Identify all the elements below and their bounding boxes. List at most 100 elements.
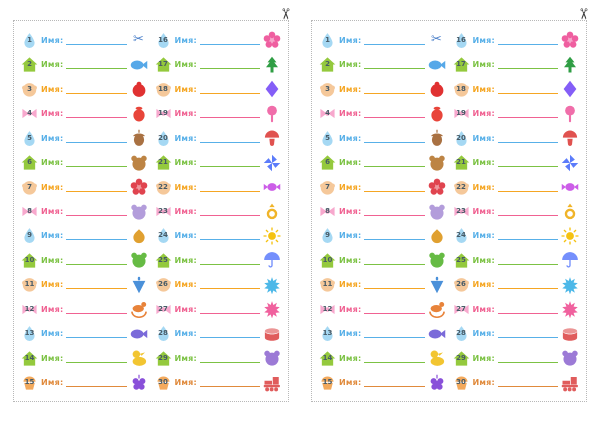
badge-number: 29 (456, 353, 466, 362)
name-label-text: Имя: (41, 60, 64, 70)
spinning-top-icon (130, 276, 148, 294)
fish-icon (428, 325, 446, 343)
name-label-cell: 25 Имя: (453, 251, 580, 269)
name-label-text: Имя: (174, 353, 197, 363)
name-label-text: Имя: (41, 133, 64, 143)
badge-number: 19 (456, 109, 466, 118)
name-label-cell: 18 Имя: (155, 80, 282, 98)
house-number-badge: 21 (155, 154, 172, 171)
name-label-text: Имя: (41, 280, 64, 290)
name-label-cell: 24 Имя: (155, 227, 282, 245)
name-label-text: Имя: (41, 353, 64, 363)
badge-number: 27 (456, 304, 466, 313)
face-number-badge: 7 (319, 179, 336, 196)
name-label-row: 15 Имя: 30 Имя: (21, 371, 281, 395)
name-label-row: 10 Имя: 25 Имя: (21, 248, 281, 272)
scissors-cut-icon: ✂ (276, 7, 295, 21)
name-label-text: Имя: (339, 231, 362, 241)
badge-number: 4 (325, 109, 330, 118)
drop-number-badge: 24 (155, 227, 172, 244)
house-number-badge: 10 (21, 252, 38, 269)
name-write-line (364, 68, 425, 70)
rattle-icon (561, 105, 579, 123)
name-label-row: 13 Имя: 28 Имя: (21, 322, 281, 346)
badge-number: 9 (27, 231, 32, 240)
badge-number: 14 (322, 353, 333, 362)
name-label-cell: 15 Имя: (21, 374, 148, 392)
badge-number: 30 (158, 378, 168, 387)
name-label-row: 2 Имя: 17 Имя: (319, 52, 579, 76)
flower-pot-icon (130, 178, 148, 196)
name-label-cell: 2 Имя: (21, 56, 148, 74)
house-number-badge: 2 (21, 56, 38, 73)
name-write-line (66, 215, 127, 217)
flower-icon (561, 31, 579, 49)
mouse-icon (263, 349, 281, 367)
name-write-line (497, 92, 558, 94)
tree-icon (263, 56, 281, 74)
name-write-line (199, 117, 260, 119)
name-write-line (66, 166, 127, 168)
badge-number: 22 (158, 182, 168, 191)
strawberry-icon (130, 105, 148, 123)
scissors-icon: ✂ (431, 32, 442, 48)
name-label-cell: 28 Имя: (453, 325, 580, 343)
name-label-cell: 13 Имя: (21, 325, 148, 343)
name-label-cell: 4 Имя: (21, 105, 148, 123)
badge-number: 26 (158, 280, 168, 289)
elephant-icon (428, 203, 446, 221)
rocking-horse-icon (130, 300, 148, 318)
name-label-row: 12 Имя: 27 Имя: (21, 297, 281, 321)
fish-icon (130, 325, 148, 343)
name-label-text: Имя: (174, 60, 197, 70)
name-label-cell: 10 Имя: (21, 251, 148, 269)
flower-pot-icon (428, 178, 446, 196)
grapes-icon (428, 374, 446, 392)
badge-number: 1 (325, 35, 330, 44)
name-label-text: Имя: (472, 35, 495, 45)
name-label-text: Имя: (339, 158, 362, 168)
drop-number-badge: 20 (453, 130, 470, 147)
house-number-badge: 2 (319, 56, 336, 73)
drum-icon (263, 325, 281, 343)
drop-number-badge: 16 (155, 32, 172, 49)
name-label-row: 7 Имя: 22 Имя: (21, 175, 281, 199)
name-write-line (199, 215, 260, 217)
scissors-icon: ✂ (133, 32, 144, 48)
name-write-line (497, 190, 558, 192)
name-label-text: Имя: (174, 109, 197, 119)
sun-icon (561, 227, 579, 245)
badge-number: 2 (27, 60, 32, 69)
badge-number: 11 (322, 280, 333, 289)
name-write-line (497, 361, 558, 363)
name-write-line (364, 43, 425, 45)
face-number-badge: 22 (453, 179, 470, 196)
drop-number-badge: 5 (319, 130, 336, 147)
candy-icon (263, 178, 281, 196)
name-label-text: Имя: (472, 207, 495, 217)
name-label-row: 3 Имя: 18 Имя: (319, 77, 579, 101)
name-write-line (66, 43, 127, 45)
name-write-line (66, 361, 127, 363)
bow-number-badge: 23 (453, 203, 470, 220)
name-label-cell: 15 Имя: (319, 374, 446, 392)
name-label-text: Имя: (174, 255, 197, 265)
name-label-cell: 28 Имя: (155, 325, 282, 343)
duck-icon (130, 349, 148, 367)
sun-icon (263, 227, 281, 245)
name-label-row: 11 Имя: 26 Имя: (319, 273, 579, 297)
name-write-line (497, 312, 558, 314)
badge-number: 18 (158, 84, 168, 93)
name-label-text: Имя: (472, 182, 495, 192)
name-label-cell: 30 Имя: (155, 374, 282, 392)
badge-number: 27 (158, 304, 168, 313)
badge-number: 20 (158, 133, 168, 142)
scissors-cut-icon: ✂ (574, 7, 593, 21)
name-label-row: 6 Имя: 21 Имя: (319, 150, 579, 174)
bow-number-badge: 12 (319, 301, 336, 318)
badge-number: 5 (325, 133, 330, 142)
name-label-cell: 6 Имя: (21, 154, 148, 172)
badge-number: 17 (456, 60, 466, 69)
name-label-text: Имя: (174, 182, 197, 192)
face-number-badge: 18 (155, 81, 172, 98)
